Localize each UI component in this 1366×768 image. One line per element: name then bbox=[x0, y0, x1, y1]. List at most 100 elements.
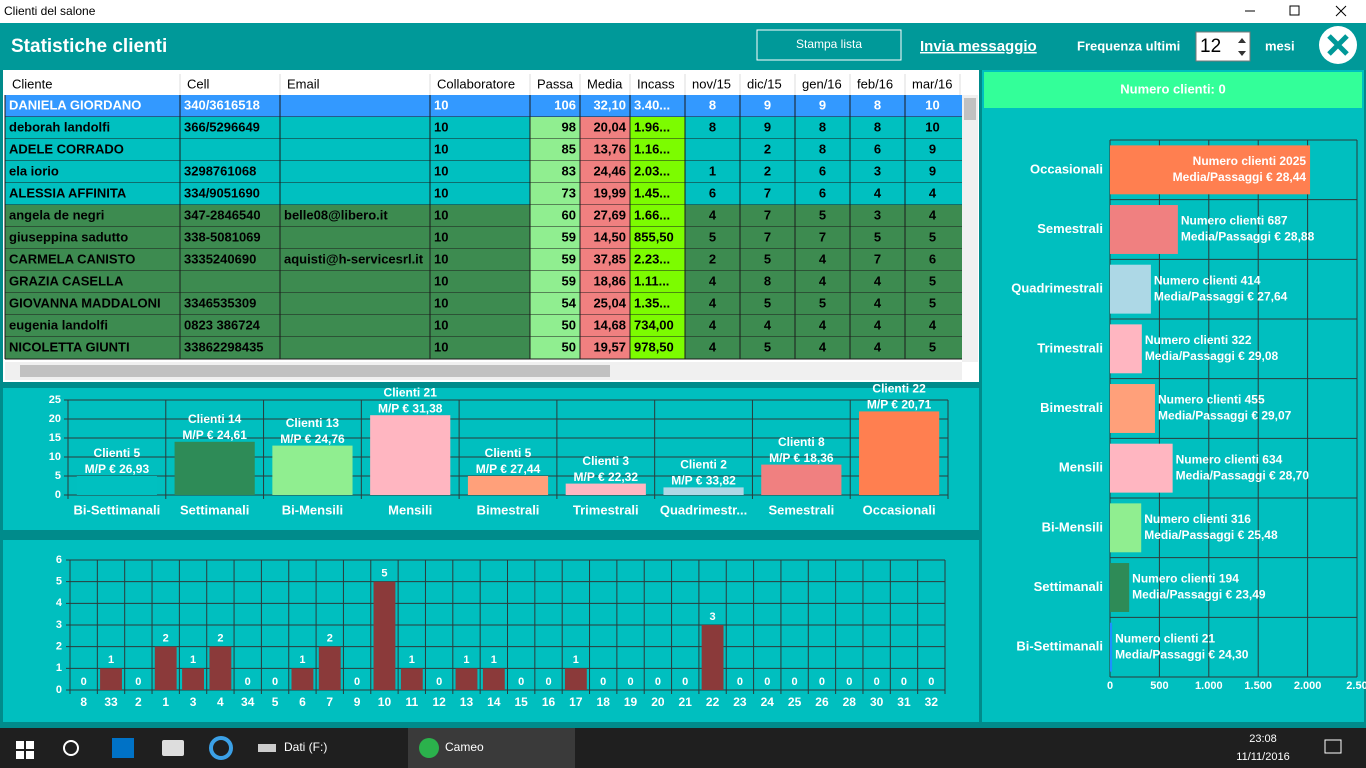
value-label: 0 bbox=[764, 676, 770, 688]
highlight-cell bbox=[630, 205, 685, 227]
x-tick-label: 12 bbox=[432, 695, 446, 709]
y-tick-label: 0 bbox=[56, 684, 62, 696]
highlight-cell bbox=[580, 271, 630, 293]
bar bbox=[859, 411, 940, 495]
y-tick-label: 5 bbox=[55, 470, 61, 482]
table-cell: 9 bbox=[929, 141, 936, 156]
table-cell: 8 bbox=[874, 97, 881, 112]
x-tick-label: 26 bbox=[815, 695, 829, 709]
table-cell: 10 bbox=[434, 207, 448, 222]
table-cell: 1.45... bbox=[634, 185, 670, 200]
vertical-scrollbar[interactable] bbox=[962, 95, 978, 362]
value-label: 0 bbox=[600, 676, 606, 688]
table-cell: 54 bbox=[562, 295, 577, 310]
highlight-cell bbox=[630, 337, 685, 359]
frequency-spinner[interactable] bbox=[1195, 31, 1251, 62]
value-sublabel: Media/Passaggi € 24,30 bbox=[1115, 647, 1249, 661]
highlight-cell bbox=[530, 183, 580, 205]
close-icon[interactable] bbox=[1327, 34, 1349, 56]
table-row bbox=[5, 139, 962, 161]
print-button-label[interactable]: Stampa lista bbox=[796, 37, 862, 51]
y-tick-label: Occasionali bbox=[1030, 161, 1103, 176]
table-cell: 19,99 bbox=[593, 185, 626, 200]
drive-icon[interactable] bbox=[258, 744, 276, 752]
table-cell: 8 bbox=[874, 119, 881, 134]
x-tick-label: Quadrimestr... bbox=[660, 502, 747, 517]
x-tick-label: 23 bbox=[733, 695, 747, 709]
table-cell: 7 bbox=[819, 229, 826, 244]
frequency-value[interactable]: 12 bbox=[1200, 36, 1221, 57]
column-header: nov/15 bbox=[692, 76, 731, 91]
highlight-cell bbox=[530, 139, 580, 161]
highlight-cell bbox=[530, 315, 580, 337]
value-label: Clienti 21 bbox=[384, 385, 438, 399]
bar bbox=[174, 441, 255, 495]
value-label: 1 bbox=[108, 654, 114, 666]
notifications-icon[interactable] bbox=[1324, 739, 1342, 754]
x-tick-label: 19 bbox=[624, 695, 638, 709]
table-cell: 5 bbox=[819, 207, 826, 222]
value-label: 1 bbox=[491, 654, 497, 666]
table-cell: CARMELA CANISTO bbox=[9, 251, 135, 266]
bar bbox=[1110, 384, 1155, 433]
x-tick-label: 500 bbox=[1150, 680, 1168, 692]
table-cell: 347-2846540 bbox=[184, 207, 261, 222]
table-cell: 8 bbox=[709, 119, 716, 134]
highlight-cell bbox=[580, 183, 630, 205]
table-cell: GIOVANNA MADDALONI bbox=[9, 295, 161, 310]
table-cell: 5 bbox=[929, 273, 936, 288]
highlight-cell bbox=[530, 293, 580, 315]
taskbar-item[interactable]: Dati (F:) bbox=[284, 740, 327, 754]
bar bbox=[455, 668, 478, 690]
value-label: 0 bbox=[655, 676, 661, 688]
y-tick-label: Semestrali bbox=[1037, 221, 1103, 236]
send-message-link[interactable]: Invia messaggio bbox=[920, 38, 1037, 55]
table-cell: 14,50 bbox=[593, 229, 626, 244]
taskbar-item[interactable]: Cameo bbox=[445, 740, 484, 754]
bar bbox=[565, 483, 646, 495]
value-label: 0 bbox=[354, 676, 360, 688]
bar bbox=[1110, 563, 1130, 612]
table-cell: ela iorio bbox=[9, 163, 59, 178]
start-button[interactable] bbox=[16, 741, 34, 759]
table-cell: 3298761068 bbox=[184, 163, 256, 178]
table-cell: 1.16... bbox=[634, 141, 670, 156]
highlight-cell bbox=[630, 161, 685, 183]
table-header bbox=[5, 73, 962, 95]
table-cell: 24,46 bbox=[593, 163, 626, 178]
table-cell: 50 bbox=[562, 317, 576, 332]
value-label: 0 bbox=[682, 676, 688, 688]
browser-icon[interactable] bbox=[209, 736, 233, 760]
value-label: Numero clienti 194 bbox=[1132, 572, 1239, 586]
x-tick-label: 2.000 bbox=[1294, 680, 1322, 692]
search-button[interactable] bbox=[63, 740, 79, 756]
clock-time: 23:08 bbox=[1249, 733, 1277, 745]
print-button[interactable] bbox=[756, 29, 902, 61]
x-tick-label: 2 bbox=[135, 695, 142, 709]
maximize-button[interactable] bbox=[1289, 5, 1300, 16]
scroll-thumb[interactable] bbox=[20, 365, 610, 377]
table-cell: 6 bbox=[709, 185, 716, 200]
table-cell: 18,86 bbox=[593, 273, 626, 288]
table-cell: 3346535309 bbox=[184, 295, 256, 310]
table-cell: 9 bbox=[929, 163, 936, 178]
value-label: 1 bbox=[463, 654, 469, 666]
x-tick-label: 28 bbox=[843, 695, 857, 709]
table-cell: 7 bbox=[764, 185, 771, 200]
cameo-icon[interactable] bbox=[419, 738, 439, 758]
x-tick-label: Occasionali bbox=[863, 502, 936, 517]
value-label: 0 bbox=[245, 676, 251, 688]
spinner-arrows[interactable] bbox=[1238, 38, 1246, 56]
value-label: 0 bbox=[436, 676, 442, 688]
table-cell: 855,50 bbox=[634, 229, 674, 244]
camera-icon[interactable] bbox=[162, 740, 184, 756]
value-label: Numero clienti 322 bbox=[1145, 333, 1252, 347]
value-label: Numero clienti 2025 bbox=[1193, 154, 1307, 168]
table-cell: 20,04 bbox=[593, 119, 626, 134]
outlook-icon[interactable] bbox=[112, 738, 134, 758]
value-label: Clienti 22 bbox=[872, 382, 926, 396]
scroll-thumb[interactable] bbox=[964, 98, 976, 120]
close-button[interactable] bbox=[1335, 5, 1347, 17]
value-label: 0 bbox=[874, 676, 880, 688]
